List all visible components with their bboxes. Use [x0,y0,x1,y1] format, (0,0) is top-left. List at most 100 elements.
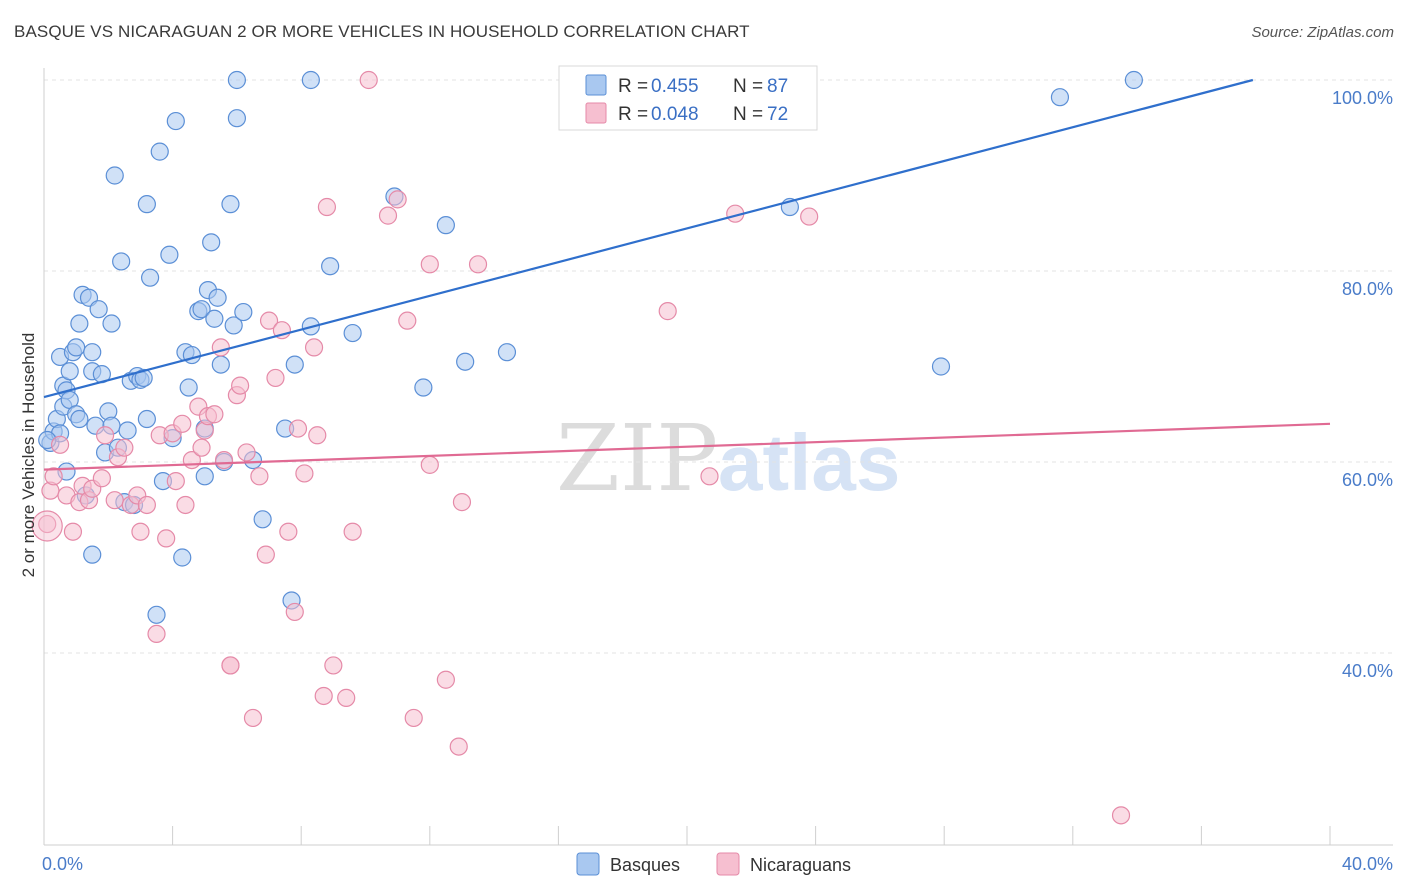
point-nicaraguans-31 [205,405,224,424]
point-basques-15 [70,314,89,333]
point-basques-77 [456,352,475,371]
point-nicaraguans-70 [1111,806,1131,825]
point-nicaraguans-67 [700,467,719,486]
point-nicaraguans-56 [378,206,398,225]
point-nicaraguans-61 [420,455,439,474]
source-credit: Source: ZipAtlas.com [1251,24,1394,41]
point-nicaraguans-53 [337,688,356,707]
series-nicaraguans-points [31,70,1131,825]
stats-legend: R = 0.455 N = 87 R = 0.048 N = 72 [558,65,818,131]
y-tick-label-40: 40.0% [1342,661,1393,681]
point-basques-64 [234,302,253,322]
legend-r-value-basques: 0.455 [651,76,699,97]
legend-r-label-nicaraguans: R = [618,104,648,125]
point-basques-53 [195,467,214,486]
point-nicaraguans-39 [250,467,269,486]
point-basques-85 [83,545,102,564]
point-nicaraguans-33 [214,450,234,470]
bottom-legend-swatch-basques [576,852,600,876]
point-basques-14 [70,409,89,429]
legend-r-value-nicaraguans: 0.048 [651,104,699,125]
point-basques-63 [227,70,246,90]
point-nicaraguans-42 [266,368,285,388]
point-basques-13 [67,338,86,357]
point-basques-42 [150,142,169,161]
trend-lines [43,78,1331,471]
point-nicaraguans-10 [92,469,111,488]
point-nicaraguans-60 [420,255,439,274]
legend-n-label-basques: N = [733,76,763,97]
point-nicaraguans-64 [452,493,472,512]
trend-line-basques [43,78,1254,399]
point-nicaraguans-37 [237,443,256,462]
point-nicaraguans-25 [176,495,195,515]
legend-n-value-basques: 87 [767,76,788,97]
point-basques-40 [140,268,160,287]
point-basques-82 [1050,88,1070,107]
point-basques-78 [497,343,517,362]
point-nicaraguans-54 [343,522,362,541]
bottom-legend-label-nicaraguans: Nicaraguans [750,855,851,875]
point-nicaraguans-46 [288,419,308,438]
point-basques-56 [205,309,224,328]
point-basques-73 [343,323,362,343]
point-nicaraguans-71 [221,656,240,675]
point-nicaraguans-11 [95,426,115,445]
point-nicaraguans-0 [38,514,57,534]
point-nicaraguans-52 [324,656,343,675]
point-basques-46 [173,548,192,567]
point-basques-45 [166,111,185,131]
point-nicaraguans-36 [231,376,250,395]
point-nicaraguans-17 [131,522,150,541]
point-basques-51 [192,300,211,319]
axes [43,68,1393,846]
point-basques-55 [202,233,221,252]
point-basques-10 [60,362,79,381]
point-basques-69 [285,355,304,374]
point-nicaraguans-38 [243,708,263,728]
point-nicaraguans-51 [317,197,337,217]
legend-n-value-nicaraguans: 72 [767,104,788,125]
point-basques-83 [1124,70,1143,90]
point-basques-72 [321,257,340,276]
point-basques-27 [102,314,121,333]
point-basques-71 [301,70,320,90]
point-basques-62 [227,109,246,128]
point-nicaraguans-5 [63,522,83,541]
point-nicaraguans-41 [259,311,279,330]
point-nicaraguans-14 [115,438,134,457]
series-basques-points [38,70,1143,624]
y-tick-label-100: 100.0% [1332,88,1393,108]
point-nicaraguans-19 [147,624,166,644]
point-nicaraguans-3 [50,435,70,454]
gridlines [44,79,1393,654]
point-basques-43 [160,245,179,264]
point-nicaraguans-2 [44,467,63,486]
point-nicaraguans-49 [308,426,327,445]
x-tick-label-max: 40.0% [1342,854,1393,874]
bottom-legend-swatch-nicaraguans [716,852,740,876]
point-nicaraguans-47 [295,464,314,483]
point-nicaraguans-66 [658,302,677,321]
point-nicaraguans-40 [256,545,275,564]
point-basques-75 [414,378,433,397]
point-basques-61 [224,316,243,335]
point-nicaraguans-65 [468,255,488,274]
point-nicaraguans-24 [173,414,192,433]
point-basques-30 [112,252,131,271]
point-nicaraguans-59 [404,708,423,728]
point-basques-81 [931,357,951,376]
legend-swatch-nicaraguans [585,102,607,124]
point-basques-66 [253,510,272,529]
y-tick-labels: 40.0% 60.0% 80.0% 100.0% [1332,88,1393,681]
watermark-atlas: atlas [718,418,900,507]
point-nicaraguans-55 [359,70,378,90]
point-nicaraguans-12 [105,491,124,510]
chart-title: BASQUE VS NICARAGUAN 2 OR MORE VEHICLES … [14,22,750,41]
point-basques-39 [137,195,156,214]
point-nicaraguans-23 [166,472,185,491]
legend-swatch-basques [585,74,607,96]
point-basques-20 [83,343,102,362]
x-tick-label-min: 0.0% [42,854,83,874]
series-legend: Basques Nicaraguans [576,852,851,876]
